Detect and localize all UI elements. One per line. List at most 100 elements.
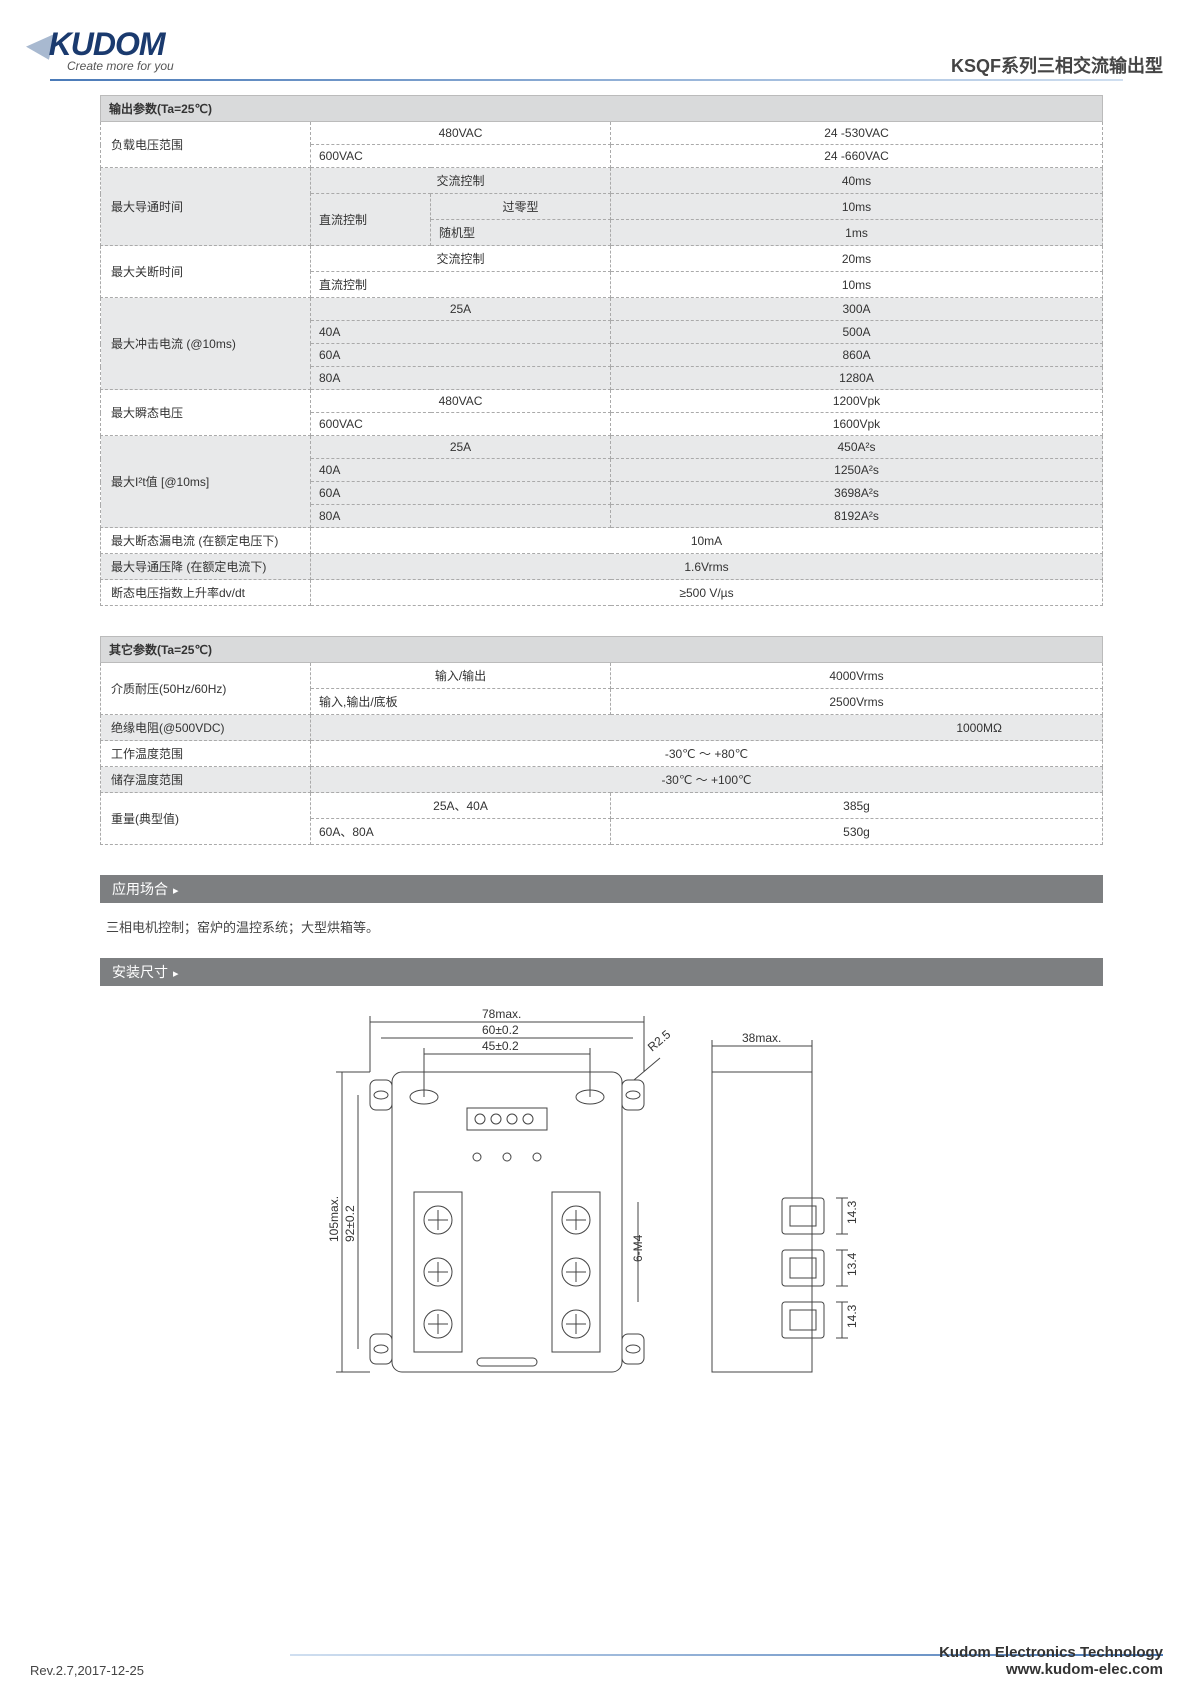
row-label: 绝缘电阻(@500VDC) (101, 715, 311, 741)
row-value: 300A (611, 298, 1103, 321)
row-sub: 交流控制 (311, 246, 611, 272)
row-label: 储存温度范围 (101, 767, 311, 793)
table-row: 最大断态漏电流 (在额定电压下)10mA (101, 528, 1103, 554)
table-header: 其它参数(Ta=25℃) (101, 637, 1103, 663)
table-row: 最大瞬态电压480VAC1200Vpk (101, 390, 1103, 413)
row-label: 最大I²t值 [@10ms] (101, 436, 311, 528)
row-value: 530g (611, 819, 1103, 845)
other-params-table: 其它参数(Ta=25℃) 介质耐压(50Hz/60Hz)输入/输出4000Vrm… (100, 636, 1103, 845)
company-info: Kudom Electronics Technology www.kudom-e… (939, 1644, 1163, 1678)
row-value: 40ms (611, 168, 1103, 194)
row-value: 3698A²s (611, 482, 1103, 505)
row-sub: 25A (311, 436, 611, 459)
table-row: 最大冲击电流 (@10ms)25A300A (101, 298, 1103, 321)
row-value: 2500Vrms (611, 689, 1103, 715)
dimensions-section-bar: 安装尺寸 ▸ (100, 958, 1103, 986)
row-value: 385g (611, 793, 1103, 819)
row-label: 负载电压范围 (101, 122, 311, 168)
dim-radius: R2.5 (644, 1027, 673, 1054)
row-sub: 80A (311, 505, 611, 528)
row-sub: 60A (311, 482, 611, 505)
row-value: 1.6Vrms (311, 554, 1103, 580)
row-value: 1600Vpk (611, 413, 1103, 436)
main-content: 输出参数(Ta=25℃) 负载电压范围480VAC24 -530VAC600VA… (0, 81, 1203, 1427)
dim-term-mid: 13.4 (845, 1252, 859, 1276)
row-label: 最大关断时间 (101, 246, 311, 298)
row-sub: 25A (311, 298, 611, 321)
table-row: 最大关断时间交流控制20ms (101, 246, 1103, 272)
row-label: 介质耐压(50Hz/60Hz) (101, 663, 311, 715)
row-value: 8192A²s (611, 505, 1103, 528)
dim-term-bot: 14.3 (845, 1304, 859, 1328)
table-row: 工作温度范围-30℃ ～ +80℃ (101, 741, 1103, 767)
chevron-right-icon: ▸ (170, 968, 179, 980)
row-label: 断态电压指数上升率dv/dt (101, 580, 311, 606)
row-value: 1280A (611, 367, 1103, 390)
row-sub: 480VAC (311, 122, 611, 145)
row-value: 1200Vpk (611, 390, 1103, 413)
row-sub: 25A、40A (311, 793, 611, 819)
row-sub: 过零型 (431, 194, 611, 220)
logo-text: KUDOM (49, 26, 165, 62)
applications-text: 三相电机控制；窑炉的温控系统；大型烘箱等。 (106, 917, 1103, 936)
revision-text: Rev.2.7,2017-12-25 (30, 1663, 144, 1678)
row-label: 重量(典型值) (101, 793, 311, 845)
company-url: www.kudom-elec.com (939, 1661, 1163, 1678)
row-label: 最大导通压降 (在额定电流下) (101, 554, 311, 580)
row-sub: 交流控制 (311, 168, 611, 194)
row-label: 最大断态漏电流 (在额定电压下) (101, 528, 311, 554)
dim-depth-max: 38max. (742, 1031, 781, 1045)
row-value: 450A²s (611, 436, 1103, 459)
table-row: 最大导通时间交流控制40ms (101, 168, 1103, 194)
dim-width-screws: 45±0.2 (482, 1039, 519, 1053)
dim-screws: 6-M4 (631, 1234, 645, 1262)
chevron-right-icon: ▸ (170, 885, 179, 897)
dim-height-max: 105max. (327, 1196, 341, 1242)
row-sub: 直流控制 (311, 272, 611, 298)
row-label: 最大冲击电流 (@10ms) (101, 298, 311, 390)
output-params-table: 输出参数(Ta=25℃) 负载电压范围480VAC24 -530VAC600VA… (100, 95, 1103, 606)
row-value: -30℃ ～ +80℃ (311, 741, 1103, 767)
applications-section-bar: 应用场合 ▸ (100, 875, 1103, 903)
page-footer: Rev.2.7,2017-12-25 Kudom Electronics Tec… (0, 1654, 1203, 1680)
row-value: 4000Vrms (611, 663, 1103, 689)
table-row: 储存温度范围-30℃ ～ +100℃ (101, 767, 1103, 793)
row-value: 500A (611, 321, 1103, 344)
section-title: 安装尺寸 (112, 964, 168, 980)
row-value: 1000MΩ (311, 715, 1103, 741)
row-label: 工作温度范围 (101, 741, 311, 767)
row-sub: 60A (311, 344, 611, 367)
table-row: 最大I²t值 [@10ms]25A450A²s (101, 436, 1103, 459)
row-value: -30℃ ～ +100℃ (311, 767, 1103, 793)
table-row: 最大导通压降 (在额定电流下)1.6Vrms (101, 554, 1103, 580)
dim-width-max: 78max. (482, 1007, 521, 1021)
row-value: 10mA (311, 528, 1103, 554)
row-sub: 随机型 (431, 220, 611, 246)
row-value: ≥500 V/µs (311, 580, 1103, 606)
dim-width-holes: 60±0.2 (482, 1023, 519, 1037)
row-value: 860A (611, 344, 1103, 367)
row-value: 24 -660VAC (611, 145, 1103, 168)
row-label: 最大瞬态电压 (101, 390, 311, 436)
row-sub: 输入/输出 (311, 663, 611, 689)
header-divider (50, 79, 1123, 81)
row-mid: 直流控制 (311, 194, 431, 246)
row-sub: 600VAC (311, 413, 611, 436)
logo-triangle-icon: ◀ (25, 26, 49, 62)
row-sub: 600VAC (311, 145, 611, 168)
company-name: Kudom Electronics Technology (939, 1644, 1163, 1661)
page-header: ◀KUDOM Create more for you KSQF系列三相交流输出型 (0, 0, 1203, 81)
row-value: 10ms (611, 272, 1103, 298)
table-row: 重量(典型值)25A、40A385g (101, 793, 1103, 819)
row-sub: 40A (311, 459, 611, 482)
row-label: 最大导通时间 (101, 168, 311, 246)
dimensions-diagram: 78max. 60±0.2 45±0.2 R2.5 105max. (100, 1002, 1103, 1427)
section-title: 应用场合 (112, 881, 168, 897)
row-sub: 80A (311, 367, 611, 390)
row-value: 20ms (611, 246, 1103, 272)
table-row: 断态电压指数上升率dv/dt≥500 V/µs (101, 580, 1103, 606)
row-sub: 480VAC (311, 390, 611, 413)
row-value: 1250A²s (611, 459, 1103, 482)
row-value: 10ms (611, 194, 1103, 220)
dim-term-top: 14.3 (845, 1200, 859, 1224)
